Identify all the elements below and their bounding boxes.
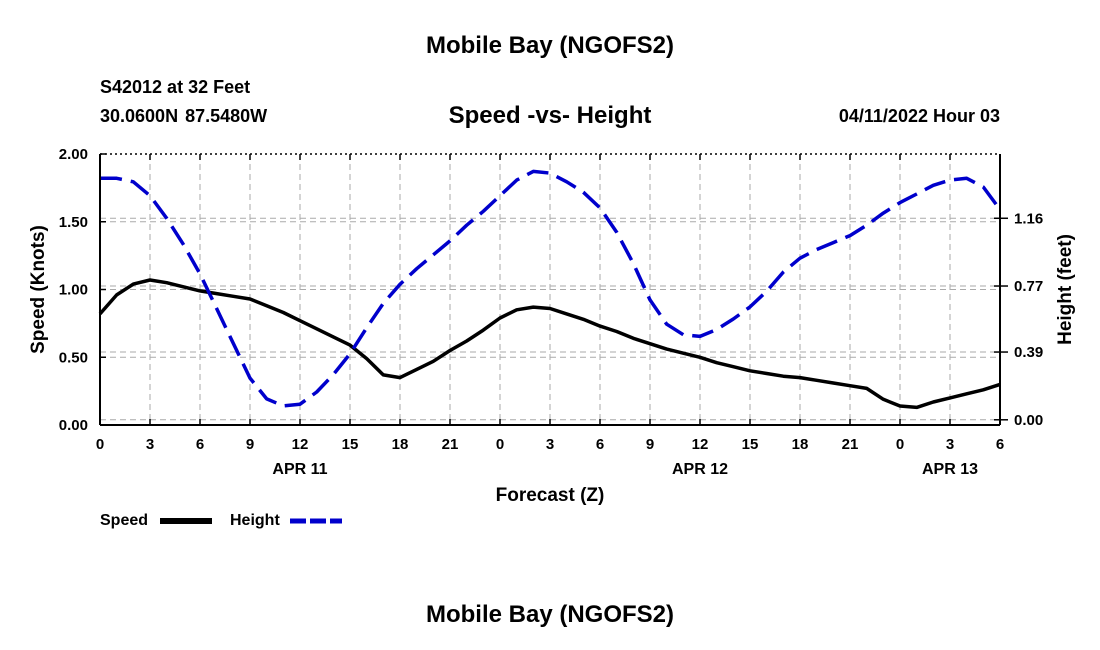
y-axis-title: Speed (Knots): [28, 225, 49, 354]
y2-tick-label: 1.16: [1014, 210, 1043, 227]
x-tick-label: 18: [792, 436, 809, 453]
height-series-line: [100, 169, 1002, 408]
x-tick-label: 18: [392, 436, 409, 453]
y2-tick-label: 0.77: [1014, 278, 1043, 295]
chart-title: Speed -vs- Height: [448, 102, 652, 129]
x-date-label: APR 11: [272, 461, 327, 478]
main-title: Mobile Bay (NGOFS2): [425, 32, 675, 59]
x-tick-label: 12: [692, 436, 709, 453]
x-date-label: APR 12: [672, 461, 728, 478]
x-tick-label: 9: [646, 436, 654, 453]
station-label: S42012 at 32 Feet: [100, 77, 251, 97]
x-tick-label: 15: [742, 436, 759, 453]
x-tick-label: 6: [196, 436, 204, 453]
x-tick-label: 0: [896, 436, 904, 453]
x-tick-label: 6: [996, 436, 1004, 453]
y-tick-label: 0.00: [59, 417, 88, 434]
x-tick-label: 3: [546, 436, 554, 453]
footer-title: Mobile Bay (NGOFS2): [425, 601, 675, 628]
grid-lines: [100, 154, 1000, 425]
y2-tick-label: 0.39: [1014, 344, 1043, 361]
x-axis-title: Forecast (Z): [496, 485, 605, 506]
x-tick-label: 3: [946, 436, 954, 453]
y-tick-label: 2.00: [59, 146, 88, 163]
series-lines: [98, 169, 1002, 410]
forecast-time-label: 04/11/2022 Hour 03: [838, 106, 1000, 126]
x-tick-label: 3: [146, 436, 154, 453]
x-tick-label: 0: [496, 436, 504, 453]
x-tick-label: 6: [596, 436, 604, 453]
axes: [99, 153, 1008, 426]
x-tick-label: 21: [442, 436, 459, 453]
y2-tick-label: 0.00: [1014, 412, 1043, 429]
y-tick-label: 1.00: [59, 282, 88, 299]
x-tick-label: 21: [842, 436, 859, 453]
x-tick-label: 0: [96, 436, 104, 453]
legend-height-label: Height: [230, 512, 280, 529]
x-tick-label: 9: [246, 436, 254, 453]
x-tick-label: 15: [342, 436, 359, 453]
x-date-label: APR 13: [922, 461, 978, 478]
coordinates-label: 30.0600N 87.5480W: [100, 106, 268, 126]
legend: Speed Height: [100, 512, 342, 529]
y-tick-label: 0.50: [59, 349, 88, 366]
x-tick-label: 12: [292, 436, 309, 453]
axis-labels: 0 3 6 9 12 15 18 21 0 3 6 9 12 15 18 21 0 3 6 APR 11 APR 12 A…: [28, 146, 1076, 506]
speed-series-line: [98, 278, 1001, 410]
y-tick-label: 1.50: [59, 214, 88, 231]
y2-axis-title: Height (feet): [1055, 234, 1076, 345]
legend-speed-label: Speed: [100, 512, 148, 529]
